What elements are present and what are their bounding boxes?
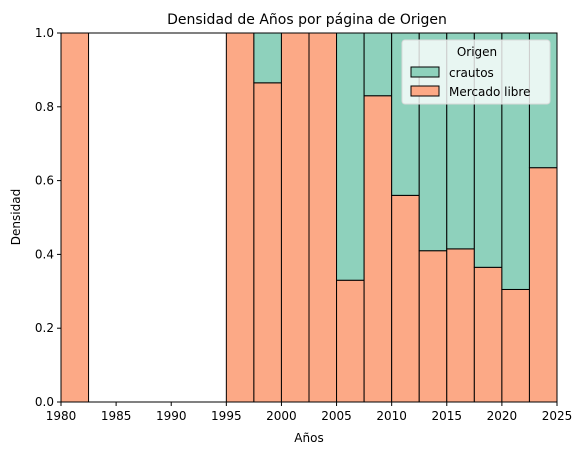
y-tick-label: 0.0 [35,395,54,409]
bar-mercado-libre [60,32,90,403]
bar-mercado-libre [308,32,338,403]
bar-mercado-libre [528,167,558,403]
bar-mercado-libre [280,32,310,403]
legend-label-mercado-libre: Mercado libre [449,85,530,99]
bar-mercado-libre [391,194,420,403]
x-tick-label: 2020 [487,409,518,423]
bar-mercado-libre [363,95,393,403]
x-tick-label: 2005 [321,409,352,423]
x-tick-label: 2010 [376,409,407,423]
bar-mercado-libre [253,82,282,403]
legend-title: Origen [457,45,497,59]
legend-label-crautos: crautos [449,66,494,80]
bar-mercado-libre [418,250,448,403]
x-tick-label: 2025 [542,409,573,423]
y-tick-label: 0.4 [35,247,54,261]
bar-crautos [363,32,393,97]
bar-mercado-libre [446,248,475,403]
x-axis: 1980 1985 1990 1995 2000 2005 2010 2015 2020 2025 [46,402,573,423]
bar-crautos [336,32,365,281]
x-tick-label: 1985 [101,409,132,423]
x-tick-label: 1980 [46,409,77,423]
legend-swatch-crautos [410,66,440,78]
bar-mercado-libre [473,266,503,403]
y-axis: 0.0 0.2 0.4 0.6 0.8 1.0 [35,26,61,409]
y-tick-label: 0.8 [35,100,54,114]
bar-mercado-libre [336,279,365,403]
x-tick-label: 1995 [211,409,242,423]
x-axis-title: Años [294,431,323,445]
x-tick-label: 2015 [432,409,463,423]
x-tick-label: 1990 [156,409,187,423]
y-axis-title: Densidad [9,189,23,245]
plot-frame [60,32,558,403]
bar-crautos [253,32,282,84]
y-tick-label: 0.2 [35,321,54,335]
y-tick-label: 0.6 [35,174,54,188]
bar-mercado-libre [501,288,530,403]
x-tick-label: 2000 [266,409,297,423]
legend: Origen crautos Mercado libre [401,39,551,105]
chart-title: Densidad de Años por página de Origen [167,12,447,28]
y-tick-label: 1.0 [35,26,54,40]
bar-mercado-libre [225,32,255,403]
legend-swatch-mercado-libre [410,85,440,97]
